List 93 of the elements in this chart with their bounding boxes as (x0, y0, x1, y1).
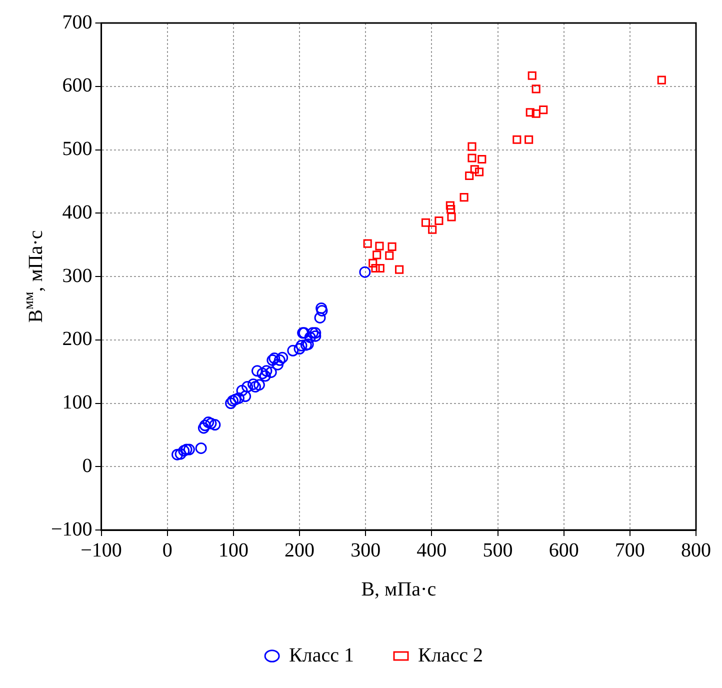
point (265, 366, 277, 378)
point (368, 258, 378, 268)
point (256, 368, 268, 380)
y-tick-label: 300 (62, 264, 92, 287)
point (202, 416, 214, 428)
point (421, 218, 430, 227)
point (296, 340, 308, 352)
x-axis-title: B, мПа·с (361, 578, 436, 600)
point (198, 422, 210, 434)
point (434, 216, 444, 226)
point (447, 212, 456, 222)
x-tick-label: 400 (416, 539, 447, 562)
point (225, 398, 237, 409)
point (532, 84, 540, 94)
point (251, 365, 263, 377)
point (205, 418, 217, 430)
point (180, 444, 192, 456)
point (310, 327, 322, 339)
point (316, 302, 328, 314)
y-tick-label: 500 (62, 138, 92, 160)
point (195, 442, 207, 454)
point (657, 76, 666, 84)
point (306, 327, 318, 339)
x-tick-label: 300 (350, 539, 381, 562)
point (532, 109, 540, 118)
point (276, 352, 288, 364)
point (183, 444, 195, 456)
point (304, 332, 316, 344)
y-tick-label: 200 (62, 328, 92, 350)
point (227, 394, 239, 406)
point (253, 379, 265, 391)
x-tick-label: 600 (548, 539, 579, 562)
point (232, 392, 244, 404)
point (314, 312, 326, 324)
y-tick-label: 700 (62, 11, 92, 34)
point (260, 365, 272, 377)
point (468, 142, 476, 151)
point (359, 266, 371, 278)
point (395, 265, 404, 274)
point (385, 251, 394, 260)
point (468, 154, 476, 162)
point (512, 135, 522, 144)
point (375, 242, 384, 250)
point (470, 165, 479, 174)
y-tick-label: −100 (51, 518, 92, 540)
point (372, 250, 382, 260)
x-tick-label: 700 (614, 539, 645, 562)
point (236, 384, 248, 396)
point (363, 239, 372, 248)
point (528, 71, 536, 80)
point (274, 354, 286, 366)
point (446, 201, 454, 210)
point (539, 106, 548, 114)
point (465, 171, 474, 180)
point (172, 448, 184, 460)
point (240, 390, 252, 402)
point (248, 378, 260, 390)
point (316, 304, 328, 316)
point (388, 242, 396, 251)
point (526, 108, 534, 117)
legend-label: Класс 2 (418, 644, 483, 666)
y-tick-label: 0 (82, 454, 92, 477)
point (524, 135, 534, 144)
point (446, 205, 456, 214)
point (174, 448, 186, 460)
point (371, 264, 380, 273)
y-tick-label: 600 (62, 74, 92, 97)
x-tick-label: 500 (482, 539, 513, 562)
point (230, 394, 242, 406)
point (242, 381, 254, 393)
point (272, 358, 284, 370)
y-tick-label: 400 (62, 201, 92, 224)
point (310, 330, 322, 342)
point (376, 264, 384, 273)
y-tick-label: 100 (62, 392, 92, 414)
point (178, 445, 190, 457)
legend-label: Класс 1 (289, 644, 354, 666)
point (474, 168, 484, 176)
point (209, 419, 221, 431)
point (259, 370, 271, 382)
x-tick-label: 100 (218, 539, 248, 562)
x-tick-label: 200 (284, 539, 315, 562)
point (287, 344, 299, 356)
point (199, 420, 211, 432)
point (249, 381, 261, 393)
point (460, 192, 468, 202)
point (478, 154, 486, 164)
y-axis-title: Bмм, мПа·с (22, 230, 47, 323)
x-tick-label: 0 (162, 539, 172, 562)
x-tick-label: 800 (681, 539, 711, 562)
x-tick-label: −100 (80, 539, 122, 562)
point (428, 225, 437, 234)
point (294, 343, 306, 354)
